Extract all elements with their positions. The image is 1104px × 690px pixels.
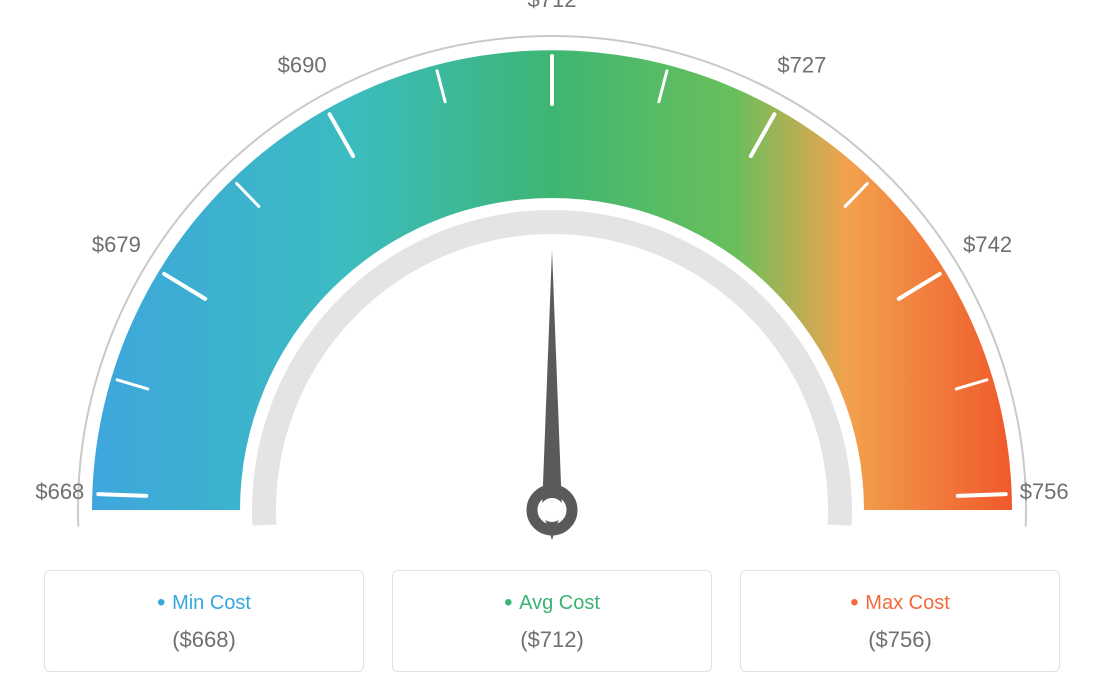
gauge-chart: $668 $679 $690 $712 $727 $742 $756 [0, 0, 1104, 560]
svg-text:$756: $756 [1020, 479, 1069, 504]
gauge-svg: $668 $679 $690 $712 $727 $742 $756 [0, 0, 1104, 560]
legend-max-box: Max Cost ($756) [740, 570, 1060, 672]
svg-text:$727: $727 [777, 52, 826, 77]
svg-text:$690: $690 [278, 52, 327, 77]
legend-max-value: ($756) [761, 627, 1039, 653]
legend-min-label: Min Cost [65, 589, 343, 617]
legend-avg-label: Avg Cost [413, 589, 691, 617]
legend-min-value: ($668) [65, 627, 343, 653]
legend-avg-box: Avg Cost ($712) [392, 570, 712, 672]
legend-max-label: Max Cost [761, 589, 1039, 617]
svg-text:$668: $668 [35, 479, 84, 504]
svg-text:$712: $712 [528, 0, 577, 12]
legend-min-box: Min Cost ($668) [44, 570, 364, 672]
legend-avg-value: ($712) [413, 627, 691, 653]
svg-text:$679: $679 [92, 232, 141, 257]
svg-text:$742: $742 [963, 232, 1012, 257]
legend-row: Min Cost ($668) Avg Cost ($712) Max Cost… [0, 570, 1104, 672]
